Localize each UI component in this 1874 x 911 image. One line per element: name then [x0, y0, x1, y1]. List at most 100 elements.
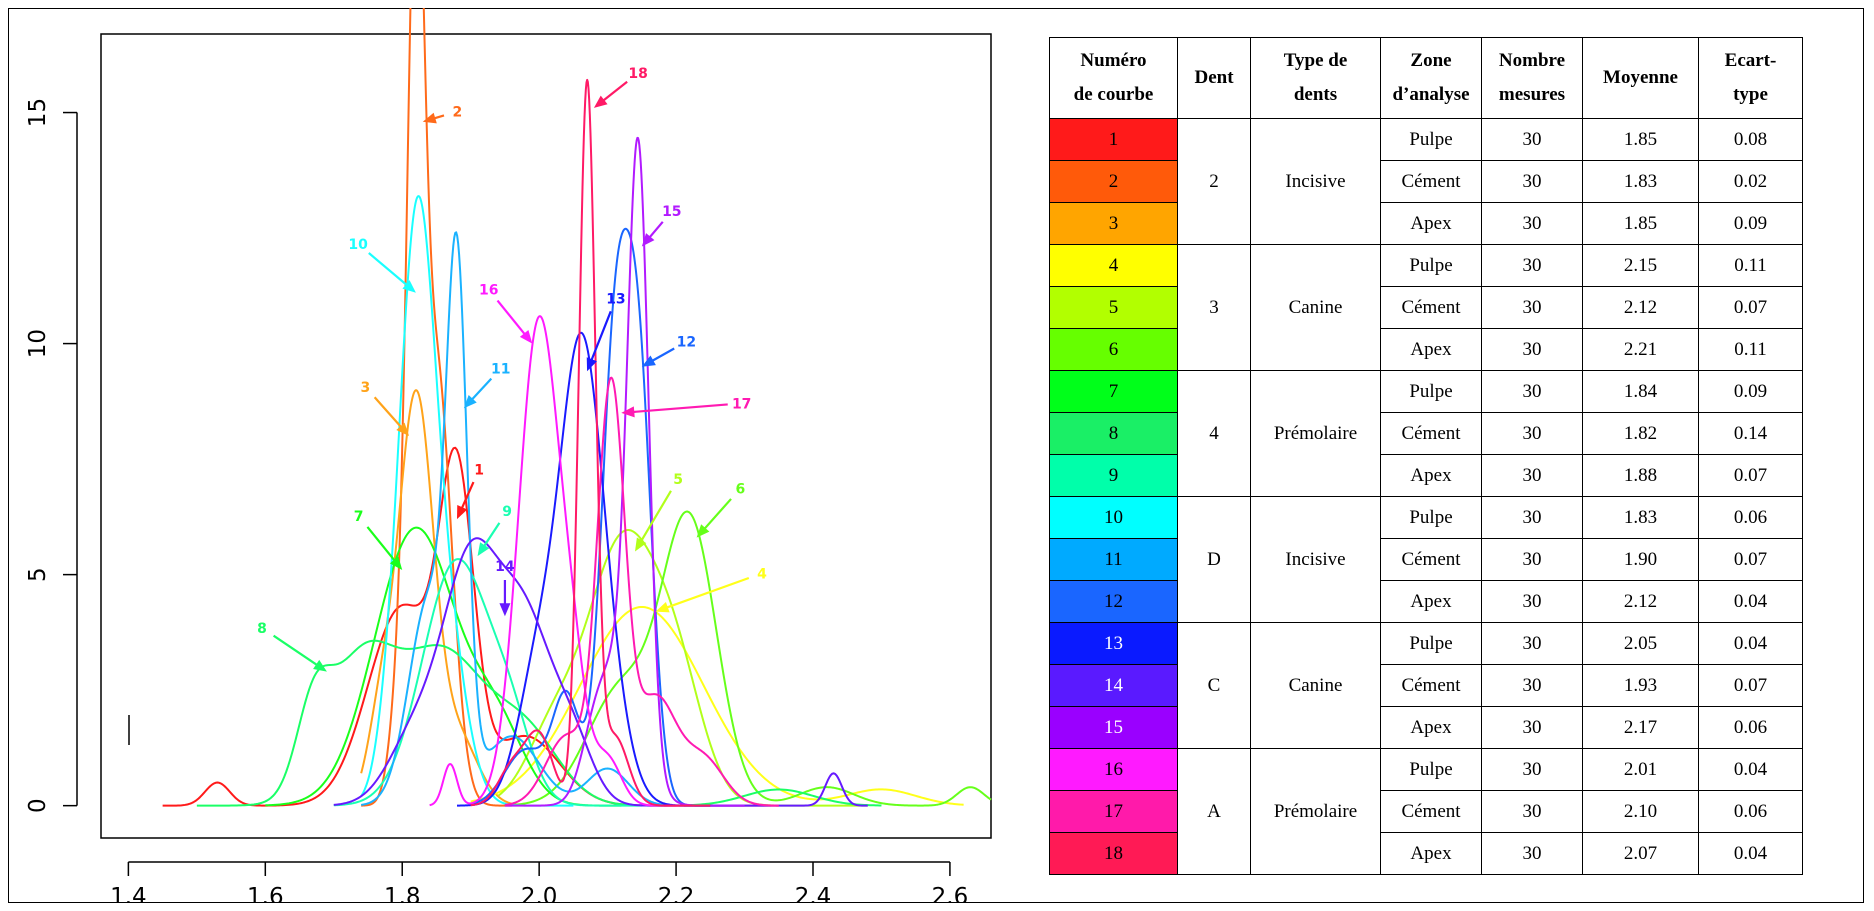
- tooth-type-cell: Incisive: [1250, 496, 1381, 623]
- density-curve-2: [360, 8, 513, 807]
- density-curve-11: [361, 231, 711, 807]
- annotation-label-11: 11: [491, 361, 510, 377]
- tooth-type-cell: Incisive: [1250, 118, 1381, 245]
- annotation-arrowhead-7: [389, 556, 403, 570]
- mean-cell: 1.88: [1582, 454, 1699, 497]
- analysis-zone-cell: Apex: [1380, 580, 1482, 623]
- measure-count-cell: 30: [1481, 160, 1583, 203]
- table-row: 7 4 Prémolaire Pulpe 30 1.84 0.09: [1049, 370, 1803, 497]
- mean-cell: 2.07: [1582, 832, 1699, 875]
- column-header: Dent: [1177, 37, 1251, 119]
- mean-cell: 1.84: [1582, 370, 1699, 413]
- mean-cell: 1.85: [1582, 118, 1699, 161]
- x-tick-label: 1.6: [247, 884, 284, 903]
- analysis-zone-cell: Apex: [1380, 202, 1482, 245]
- measure-count-cell: 30: [1481, 202, 1583, 245]
- curve-number-cell: 17: [1049, 790, 1178, 833]
- annotation-label-15: 15: [662, 204, 681, 220]
- column-header: Ecart-type: [1698, 37, 1803, 119]
- table-row: 11 Cément 30 1.90 0.07: [1049, 538, 1803, 581]
- curve-number-cell: 12: [1049, 580, 1178, 623]
- annotation-arrowhead-1: [457, 505, 468, 520]
- density-curves: [162, 8, 992, 807]
- plot-box: [100, 33, 992, 839]
- annotation-arrow-6: [699, 498, 732, 534]
- std-dev-cell: 0.04: [1698, 748, 1803, 791]
- analysis-zone-cell: Cément: [1380, 664, 1482, 707]
- measure-count-cell: 30: [1481, 538, 1583, 581]
- curve-number-cell: 4: [1049, 244, 1178, 287]
- analysis-zone-cell: Apex: [1380, 328, 1482, 371]
- annotation-label-16: 16: [479, 283, 498, 299]
- table-row: 18 Apex 30 2.07 0.04: [1049, 832, 1803, 875]
- annotation-arrowhead-9: [477, 542, 490, 557]
- mean-cell: 2.05: [1582, 622, 1699, 665]
- curve-number-cell: 16: [1049, 748, 1178, 791]
- annotation-arrowhead-12: [641, 355, 656, 367]
- annotation-arrowhead-5: [635, 537, 647, 552]
- density-curve-18: [470, 78, 711, 807]
- annotation-label-3: 3: [360, 380, 370, 396]
- annotation-arrowhead-3: [396, 422, 410, 436]
- annotation-arrowhead-4: [655, 602, 670, 613]
- mean-cell: 2.12: [1582, 286, 1699, 329]
- measure-count-cell: 30: [1481, 454, 1583, 497]
- density-curve-14: [333, 537, 868, 807]
- table-row: 12 Apex 30 2.12 0.04: [1049, 580, 1803, 623]
- std-dev-cell: 0.06: [1698, 790, 1803, 833]
- tooth-type-cell: Canine: [1250, 622, 1381, 749]
- measure-count-cell: 30: [1481, 790, 1583, 833]
- table-row: 3 Apex 30 1.85 0.09: [1049, 202, 1803, 245]
- annotation-label-17: 17: [732, 396, 751, 412]
- analysis-zone-cell: Pulpe: [1380, 370, 1482, 413]
- tooth-type-cell: Prémolaire: [1250, 370, 1381, 497]
- mean-cell: 1.83: [1582, 160, 1699, 203]
- curve-number-cell: 5: [1049, 286, 1178, 329]
- annotation-arrowhead-6: [696, 524, 710, 538]
- annotation-arrowhead-18: [593, 95, 608, 108]
- column-header: Numéro de courbe: [1049, 37, 1178, 119]
- mean-cell: 2.17: [1582, 706, 1699, 749]
- measure-count-cell: 30: [1481, 328, 1583, 371]
- table-row: 14 Cément 30 1.93 0.07: [1049, 664, 1803, 707]
- x-tick-label: 2.2: [658, 884, 695, 903]
- annotation-label-9: 9: [502, 504, 512, 520]
- curve-number-cell: 10: [1049, 496, 1178, 539]
- measure-count-cell: 30: [1481, 664, 1583, 707]
- std-dev-cell: 0.07: [1698, 454, 1803, 497]
- analysis-zone-cell: Apex: [1380, 706, 1482, 749]
- std-dev-cell: 0.14: [1698, 412, 1803, 455]
- table-row: 6 Apex 30 2.21 0.11: [1049, 328, 1803, 371]
- tooth-cell: 4: [1177, 370, 1251, 497]
- std-dev-cell: 0.07: [1698, 664, 1803, 707]
- std-dev-cell: 0.09: [1698, 202, 1803, 245]
- annotation-label-7: 7: [354, 509, 364, 525]
- mean-cell: 1.90: [1582, 538, 1699, 581]
- annotation-label-12: 12: [677, 335, 696, 351]
- tooth-cell: 2: [1177, 118, 1251, 245]
- x-tick-label: 2.0: [521, 884, 558, 903]
- curve-number-cell: 18: [1049, 832, 1178, 875]
- std-dev-cell: 0.06: [1698, 706, 1803, 749]
- mean-cell: 2.15: [1582, 244, 1699, 287]
- annotation-arrow-5: [637, 490, 672, 547]
- annotation-arrowhead-16: [519, 330, 533, 344]
- curve-number-cell: 9: [1049, 454, 1178, 497]
- y-tick-label: 0: [25, 798, 51, 813]
- analysis-zone-cell: Pulpe: [1380, 622, 1482, 665]
- annotation-label-18: 18: [628, 66, 647, 82]
- annotation-arrowhead-14: [499, 603, 511, 617]
- y-tick-label: 5: [25, 567, 51, 582]
- annotation-arrow-17: [627, 403, 728, 414]
- std-dev-cell: 0.07: [1698, 538, 1803, 581]
- std-dev-cell: 0.04: [1698, 580, 1803, 623]
- measure-count-cell: 30: [1481, 370, 1583, 413]
- tooth-type-cell: Canine: [1250, 244, 1381, 371]
- annotation-label-13: 13: [606, 291, 625, 307]
- density-curve-13: [456, 331, 711, 807]
- std-dev-cell: 0.11: [1698, 328, 1803, 371]
- analysis-zone-cell: Apex: [1380, 832, 1482, 875]
- curve-number-cell: 13: [1049, 622, 1178, 665]
- std-dev-cell: 0.04: [1698, 622, 1803, 665]
